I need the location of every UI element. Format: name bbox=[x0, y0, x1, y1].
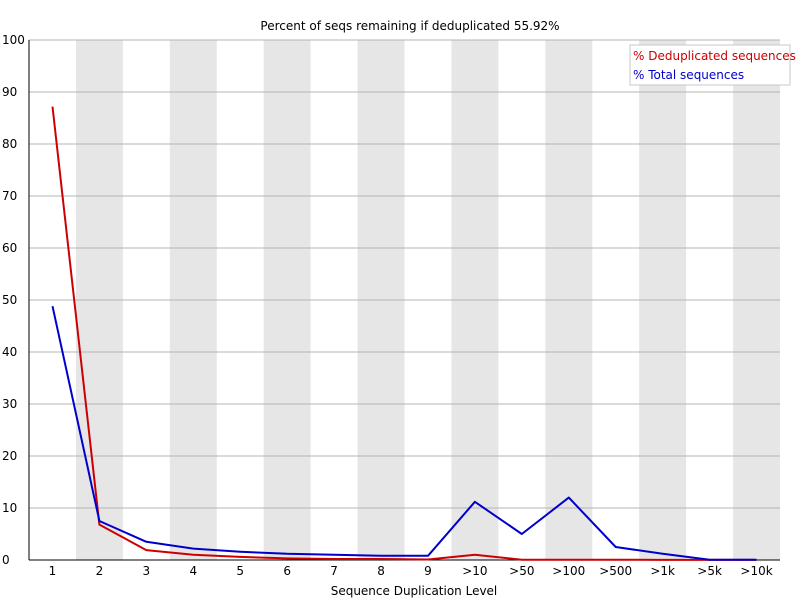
x-tick-15: >10k bbox=[740, 564, 772, 578]
y-tick-0: 0 bbox=[2, 553, 10, 567]
legend-entry-0: % Deduplicated sequences bbox=[633, 49, 796, 63]
y-tick-40: 40 bbox=[2, 345, 17, 359]
y-tick-80: 80 bbox=[2, 137, 17, 151]
legend: % Deduplicated sequences % Total sequence… bbox=[629, 44, 796, 86]
y-tick-90: 90 bbox=[2, 85, 17, 99]
y-tick-70: 70 bbox=[2, 189, 17, 203]
x-tick-2: 3 bbox=[143, 564, 151, 578]
y-tick-30: 30 bbox=[2, 397, 17, 411]
y-tick-100: 100 bbox=[2, 33, 25, 47]
series-lines bbox=[51, 106, 757, 561]
x-tick-labels: 1 2 3 4 5 6 7 8 9 >10 >50 >100 >500 >1k >5k >10k bbox=[49, 564, 773, 578]
legend-entry-1: % Total sequences bbox=[633, 68, 744, 82]
x-tick-6: 7 bbox=[330, 564, 338, 578]
series-line-1 bbox=[51, 305, 757, 561]
y-tick-labels: 0 10 20 30 40 50 60 70 80 90 100 bbox=[2, 33, 25, 567]
x-tick-14: >5k bbox=[697, 564, 722, 578]
x-tick-10: >50 bbox=[509, 564, 534, 578]
y-tick-50: 50 bbox=[2, 293, 17, 307]
legend-box bbox=[629, 44, 791, 86]
x-tick-12: >500 bbox=[599, 564, 632, 578]
x-tick-13: >1k bbox=[650, 564, 675, 578]
x-tick-11: >100 bbox=[552, 564, 585, 578]
x-axis-label: Sequence Duplication Level bbox=[331, 584, 498, 598]
chart-title: Percent of seqs remaining if deduplicate… bbox=[260, 19, 559, 33]
x-tick-5: 6 bbox=[283, 564, 291, 578]
gridlines bbox=[29, 39, 780, 509]
x-tick-1: 2 bbox=[96, 564, 104, 578]
x-tick-0: 1 bbox=[49, 564, 57, 578]
y-tick-10: 10 bbox=[2, 501, 17, 515]
x-tick-9: >10 bbox=[462, 564, 487, 578]
x-tick-3: 4 bbox=[189, 564, 197, 578]
y-tick-20: 20 bbox=[2, 449, 17, 463]
y-tick-60: 60 bbox=[2, 241, 17, 255]
x-tick-4: 5 bbox=[236, 564, 244, 578]
x-tick-8: 9 bbox=[424, 564, 432, 578]
x-tick-7: 8 bbox=[377, 564, 385, 578]
series-line-0 bbox=[51, 106, 757, 561]
